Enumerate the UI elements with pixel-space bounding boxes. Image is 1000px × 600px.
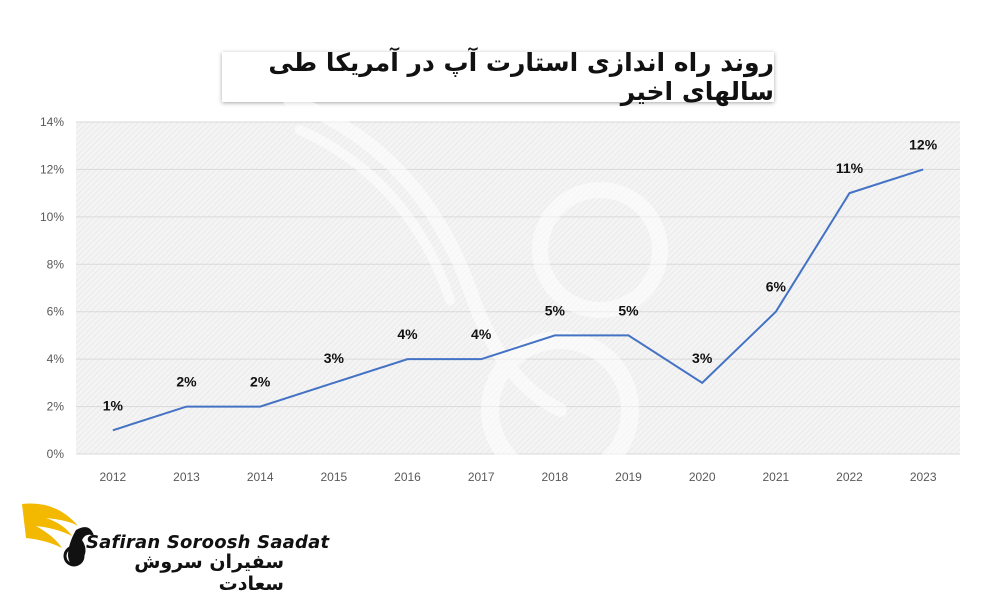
data-label: 2%	[250, 374, 271, 390]
data-label: 3%	[692, 350, 713, 366]
x-tick-label: 2019	[615, 470, 642, 484]
data-label: 1%	[103, 397, 124, 413]
watermark-icon	[283, 93, 668, 489]
logo-text-en: Safiran Soroosh Saadat	[86, 532, 330, 553]
y-tick-label: 8%	[47, 257, 65, 271]
x-tick-label: 2014	[247, 470, 274, 484]
y-tick-label: 2%	[47, 400, 65, 414]
x-tick-label: 2021	[762, 470, 789, 484]
series-line	[112, 168, 924, 432]
y-tick-label: 10%	[40, 210, 64, 224]
data-label: 3%	[324, 350, 345, 366]
chart-title: روند راه اندازی استارت آپ در آمریکا طی س…	[268, 48, 774, 106]
data-label: 4%	[397, 326, 418, 342]
x-tick-label: 2023	[910, 470, 937, 484]
y-tick-label: 14%	[40, 115, 64, 129]
data-label: 2%	[176, 374, 197, 390]
data-label: 4%	[471, 326, 492, 342]
x-tick-label: 2018	[541, 470, 568, 484]
x-tick-label: 2012	[99, 470, 126, 484]
chart-title-box: روند راه اندازی استارت آپ در آمریکا طی س…	[222, 48, 774, 106]
y-tick-label: 4%	[47, 352, 65, 366]
x-tick-label: 2016	[394, 470, 421, 484]
x-tick-label: 2020	[689, 470, 716, 484]
x-tick-label: 2015	[320, 470, 347, 484]
y-tick-label: 6%	[47, 305, 65, 319]
data-label: 5%	[618, 302, 639, 318]
y-axis: 0% 2% 4% 6% 8% 10% 12% 14%	[40, 115, 64, 461]
x-tick-label: 2022	[836, 470, 863, 484]
data-label: 5%	[545, 302, 566, 318]
plot-area	[76, 122, 960, 454]
logo	[22, 503, 94, 567]
wing-icon	[22, 503, 94, 567]
data-label: 12%	[909, 136, 938, 152]
y-tick-label: 0%	[47, 447, 65, 461]
data-label: 6%	[766, 279, 787, 295]
x-axis: 2012 2013 2014 2015 2016 2017 2018 2019 2020 2021…	[99, 470, 936, 484]
x-tick-label: 2013	[173, 470, 200, 484]
x-tick-label: 2017	[468, 470, 495, 484]
data-label: 11%	[836, 160, 864, 176]
logo-text-fa: سفیران سروش سعادت	[134, 551, 284, 595]
data-labels: 1% 2% 2% 3% 4% 4% 5% 5% 3% 6% 11% 12%	[103, 136, 938, 413]
y-tick-label: 12%	[40, 162, 64, 176]
